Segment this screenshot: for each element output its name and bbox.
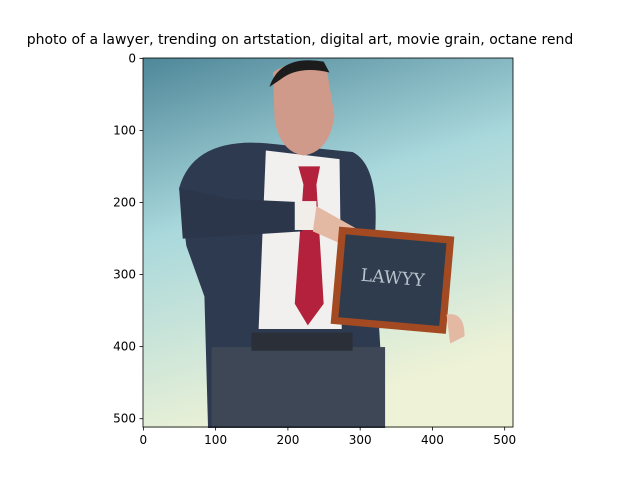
x-tick-label: 300 [349, 433, 372, 447]
x-tick-label: 400 [421, 433, 444, 447]
image: LAWYY [143, 58, 513, 428]
y-tick-label: 0 [128, 51, 136, 65]
y-tick-label: 500 [113, 412, 136, 426]
y-tick-label: 300 [113, 268, 136, 282]
y-tick-label: 100 [113, 123, 136, 137]
x-tick-label: 0 [140, 433, 148, 447]
chart-title: photo of a lawyer, trending on artstatio… [27, 32, 574, 48]
x-tick-label: 500 [493, 433, 516, 447]
x-tick-label: 200 [276, 433, 299, 447]
x-tick-label: 100 [204, 433, 227, 447]
y-tick-label: 400 [113, 340, 136, 354]
y-tick-label: 200 [113, 196, 136, 210]
axes-frame [142, 57, 514, 428]
